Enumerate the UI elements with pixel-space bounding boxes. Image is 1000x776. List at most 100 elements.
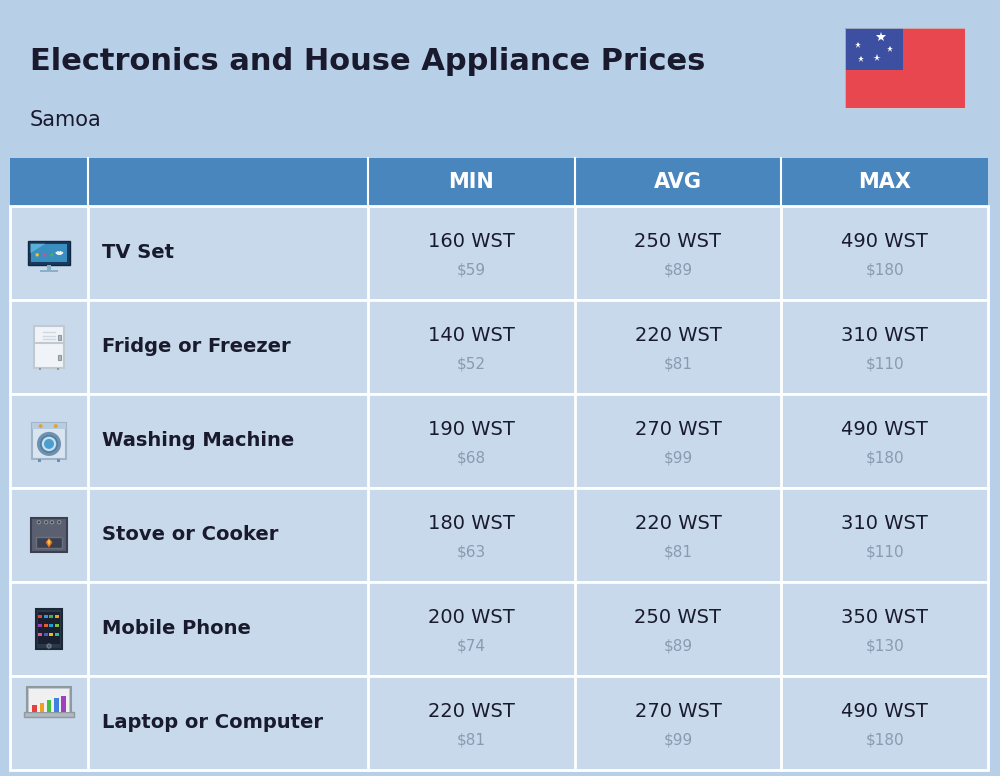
Bar [55,615,59,618]
Text: $81: $81 [457,733,486,747]
Text: Electronics and House Appliance Prices: Electronics and House Appliance Prices [30,47,705,77]
Text: 220 WST: 220 WST [635,514,721,533]
Bar [28,241,70,265]
Circle shape [44,439,54,449]
Text: 190 WST: 190 WST [428,421,515,439]
Bar [32,423,66,459]
Circle shape [41,435,57,452]
Bar [10,300,988,394]
Text: $63: $63 [457,545,486,559]
Text: MAX: MAX [858,172,911,192]
Text: 310 WST: 310 WST [841,514,928,533]
Bar [38,612,60,644]
Bar [44,624,48,627]
Bar [39,368,41,370]
Polygon shape [31,244,45,253]
Text: $180: $180 [865,733,904,747]
Text: $81: $81 [664,356,692,372]
Bar [31,244,67,262]
Text: TV Set: TV Set [102,244,174,262]
Text: 490 WST: 490 WST [841,702,928,721]
Text: $99: $99 [663,733,693,747]
Bar [38,624,42,627]
Text: 250 WST: 250 WST [635,608,722,627]
Text: AVG: AVG [654,172,702,192]
Text: $74: $74 [457,639,486,653]
Bar [55,633,59,636]
Polygon shape [47,539,51,546]
Text: $110: $110 [865,545,904,559]
Text: 490 WST: 490 WST [841,232,928,251]
Bar [61,696,66,712]
Circle shape [54,424,58,428]
Bar [29,689,69,712]
Bar [54,698,59,712]
Bar [40,702,44,712]
Text: $89: $89 [663,262,693,278]
Circle shape [47,644,51,648]
Text: $81: $81 [664,545,692,559]
Bar [10,488,988,582]
Bar [781,158,988,206]
Bar [55,624,59,627]
Bar [38,633,42,636]
Bar [10,582,988,676]
Text: 270 WST: 270 WST [635,702,721,721]
Bar [47,700,51,712]
Circle shape [58,521,61,524]
Circle shape [37,521,40,524]
Circle shape [43,253,46,257]
Text: 160 WST: 160 WST [428,232,515,251]
Text: 180 WST: 180 WST [428,514,515,533]
Bar [49,615,53,618]
Circle shape [44,521,48,524]
Circle shape [35,253,39,257]
Bar [40,270,58,272]
Text: 220 WST: 220 WST [635,326,721,345]
Bar [368,158,575,206]
Text: Stove or Cooker: Stove or Cooker [102,525,278,545]
Circle shape [39,424,43,428]
Bar [10,676,988,770]
Bar [10,158,88,206]
Text: Washing Machine: Washing Machine [102,431,294,451]
Text: Fridge or Freezer: Fridge or Freezer [102,338,291,356]
Bar [44,633,48,636]
Text: Laptop or Computer: Laptop or Computer [102,713,323,733]
Text: $130: $130 [865,639,904,653]
Bar [36,608,62,650]
Text: $110: $110 [865,356,904,372]
Bar [38,615,42,618]
Bar [845,28,965,108]
Bar [49,633,53,636]
Text: 270 WST: 270 WST [635,421,721,439]
Circle shape [50,253,54,257]
Bar [88,158,368,206]
Text: $89: $89 [663,639,693,653]
Text: 220 WST: 220 WST [428,702,515,721]
Circle shape [50,521,54,524]
Bar [47,265,51,270]
Bar [57,459,60,462]
Text: $180: $180 [865,262,904,278]
Text: 350 WST: 350 WST [841,608,928,627]
Bar [34,326,64,368]
Bar [845,28,965,108]
Text: $180: $180 [865,450,904,466]
Bar [10,394,988,488]
Bar [24,712,74,716]
Bar [57,368,59,370]
Bar [44,615,48,618]
Bar [32,705,37,712]
Bar [58,355,61,360]
Bar [49,624,53,627]
Text: Samoa: Samoa [30,110,102,130]
Text: 250 WST: 250 WST [635,232,722,251]
Polygon shape [46,538,52,548]
Text: 200 WST: 200 WST [428,608,515,627]
Bar [38,459,41,462]
Bar [845,28,965,108]
Bar [10,206,988,300]
Bar [27,687,71,715]
Text: 490 WST: 490 WST [841,421,928,439]
